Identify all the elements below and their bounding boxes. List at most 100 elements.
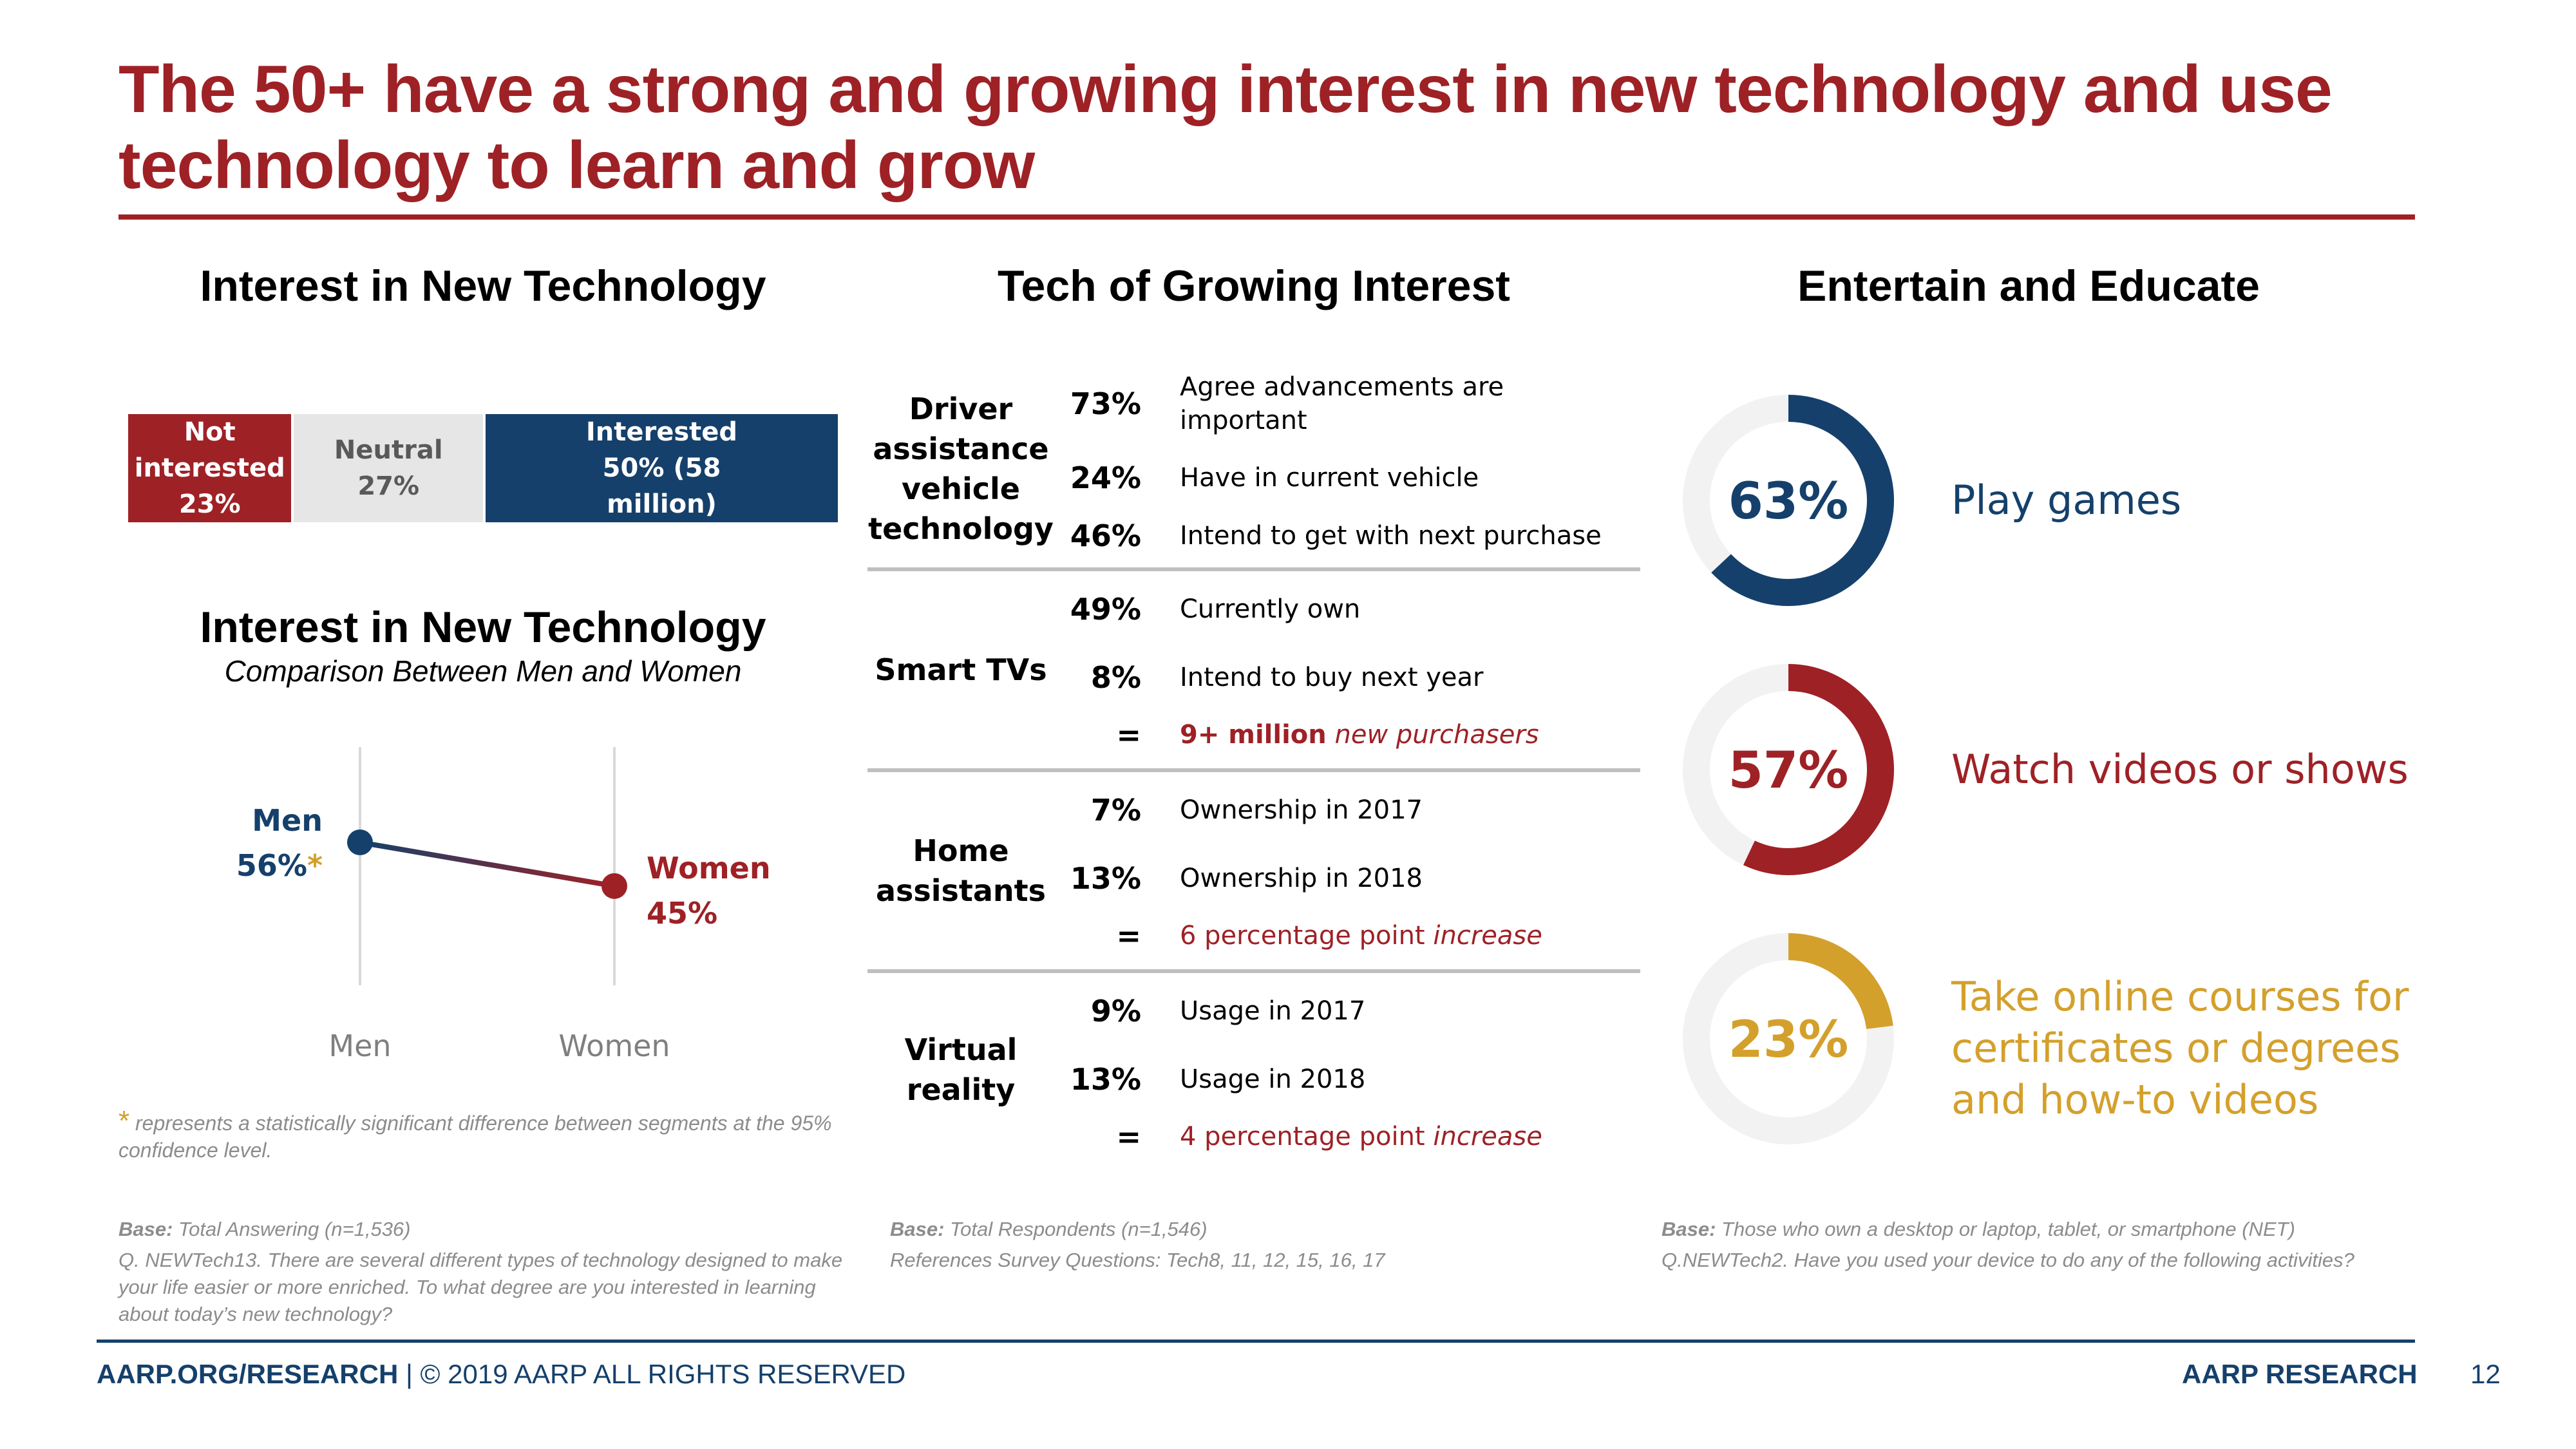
bar-label-line: 27%: [357, 471, 420, 501]
bar-segment-neutral: Neutral 27%: [291, 414, 483, 522]
donut-2: 57%: [1683, 664, 1894, 875]
row-value: 8%: [1090, 660, 1141, 695]
row-description: 6 percentage point increase: [1180, 919, 1542, 952]
men-women-line-chart: Men 56%* Women 45% Men Women: [236, 747, 771, 1063]
question-text: References Survey Questions: Tech8, 11, …: [890, 1249, 1385, 1271]
table-row: 13% Ownership in 2018: [1054, 861, 1640, 896]
donut-value: 23%: [1728, 1011, 1849, 1069]
row-text: Currently own: [1180, 594, 1361, 624]
x-tick-label: Women: [558, 1028, 670, 1063]
group-label: Smart TVs: [875, 652, 1047, 687]
men-value: 56%: [236, 848, 307, 883]
base-label: Base:: [1662, 1218, 1716, 1240]
row-description: Usage in 2017: [1180, 994, 1365, 1028]
significance-note: * represents a statistically significant…: [118, 1105, 859, 1164]
table-row: 9% Usage in 2017: [1054, 994, 1640, 1028]
donut-arc: [1683, 395, 1894, 606]
bar-label-line: Not: [184, 417, 236, 447]
table-row: 7% Ownership in 2017: [1054, 793, 1640, 828]
highlight-italic: increase: [1433, 1122, 1542, 1151]
row-description: Ownership in 2017: [1180, 793, 1423, 827]
title-divider: [118, 214, 2415, 220]
row-description: 4 percentage point increase: [1180, 1120, 1542, 1153]
row-description: Currently own: [1180, 592, 1360, 626]
row-text: Intend to get with next purchase: [1180, 521, 1602, 551]
interest-stacked-bar: Not interested 23% Neutral 27% Interested 50% …: [128, 414, 838, 522]
row-value: 7%: [1090, 793, 1141, 828]
equals-sign: =: [1116, 717, 1141, 752]
significance-note-text: represents a statistically significant d…: [118, 1112, 832, 1162]
row-description: Ownership in 2018: [1180, 862, 1423, 895]
row-value: 13%: [1070, 861, 1141, 896]
row-description: Intend to buy next year: [1180, 661, 1483, 694]
donut-label: Play games: [1951, 477, 2182, 524]
row-description: 9+ million new purchasers: [1180, 718, 1539, 752]
table-group: Smart TVs 49% Currently own 8% Intend to buy…: [867, 571, 1640, 772]
highlight-bold: 9+ million: [1180, 720, 1327, 750]
bar-label-line: Interested: [585, 417, 738, 447]
row-text: Ownership in 2017: [1180, 795, 1423, 825]
highlight-italic: new purchasers: [1326, 720, 1539, 750]
group-label: Virtual reality: [904, 1032, 1018, 1107]
base-note-right: Base: Those who own a desktop or laptop,…: [1662, 1216, 2383, 1274]
row-text: Usage in 2018: [1180, 1065, 1366, 1094]
row-value: 73%: [1070, 386, 1141, 421]
table-group: Virtual reality 9% Usage in 2017 13% Usage i…: [867, 973, 1640, 1166]
bar-segment-interested: Interested 50% (58 million): [482, 414, 838, 522]
base-label: Base:: [890, 1218, 945, 1240]
table-row: 46% Intend to get with next purchase: [1054, 518, 1640, 553]
point-women: [601, 873, 627, 899]
row-text: 4 percentage point: [1180, 1122, 1434, 1151]
table-row: 73% Agree advancements are important: [1054, 370, 1640, 437]
table-row: = 6 percentage point increase: [1054, 918, 1640, 953]
table-row: 8% Intend to buy next year: [1054, 660, 1640, 695]
row-text: Usage in 2017: [1180, 996, 1366, 1026]
group-label: Home assistants: [875, 833, 1046, 908]
significance-star: *: [118, 1105, 130, 1137]
row-description: Have in current vehicle: [1180, 461, 1479, 495]
line-chart-title: Interest in New Technology: [200, 603, 766, 652]
footer-copyright-text: | © 2019 AARP ALL RIGHTS RESERVED: [398, 1359, 906, 1389]
row-description: Intend to get with next purchase: [1180, 519, 1602, 553]
heading-interest: Interest in New Technology: [200, 261, 766, 310]
equals-sign: =: [1116, 1119, 1141, 1154]
donut-arc: [1683, 664, 1894, 875]
equals-sign: =: [1116, 918, 1141, 953]
base-note-middle: Base: Total Respondents (n=1,546) Refere…: [890, 1216, 1637, 1274]
footer-brand: AARP RESEARCH: [2182, 1359, 2418, 1389]
page-number: 12: [2470, 1359, 2501, 1389]
row-text: Have in current vehicle: [1180, 463, 1479, 493]
highlight-italic: increase: [1433, 921, 1542, 951]
line-chart-subtitle: Comparison Between Men and Women: [224, 654, 742, 688]
base-text: Total Respondents (n=1,546): [944, 1218, 1208, 1240]
row-value: 24%: [1070, 460, 1141, 495]
point-label-men-name: Men: [252, 803, 323, 838]
table-row: 49% Currently own: [1054, 592, 1640, 627]
footer-copyright: AARP.ORG/RESEARCH | © 2019 AARP ALL RIGH…: [97, 1359, 905, 1390]
bar-segment-label: Not interested 23%: [135, 414, 285, 522]
donut-1: 63%: [1683, 395, 1894, 606]
group-label: Driver assistance vehicle technology: [868, 392, 1054, 546]
point-label-men-value: 56%*: [236, 848, 323, 883]
tech-growing-interest-table: Driver assistance vehicle technology 73% A…: [867, 370, 1640, 1166]
question-text: Q. NEWTech13. There are several differen…: [118, 1249, 843, 1325]
row-value: 9%: [1090, 994, 1141, 1028]
bar-label-line: interested: [134, 453, 285, 483]
point-label-women-value: 45%: [647, 896, 717, 931]
base-text: Total Answering (n=1,536): [173, 1218, 411, 1240]
row-description: Usage in 2018: [1180, 1063, 1365, 1096]
donut-3: 23%: [1683, 933, 1894, 1144]
table-group: Home assistants 7% Ownership in 2017 13% Own…: [867, 772, 1640, 973]
row-value: 13%: [1070, 1062, 1141, 1097]
donut-arc: [1683, 933, 1894, 1144]
base-label: Base:: [118, 1218, 173, 1240]
heading-growing-interest: Tech of Growing Interest: [998, 261, 1510, 310]
bar-label-line: 23%: [178, 489, 241, 519]
table-row: 24% Have in current vehicle: [1054, 460, 1640, 495]
row-text: 6 percentage point: [1180, 921, 1434, 951]
footer-site-link[interactable]: AARP.ORG/RESEARCH: [97, 1359, 399, 1389]
donut-value: 57%: [1728, 742, 1849, 800]
row-text: Agree advancements are important: [1180, 372, 1504, 435]
row-value: 46%: [1070, 518, 1141, 553]
row-text: Ownership in 2018: [1180, 864, 1423, 893]
